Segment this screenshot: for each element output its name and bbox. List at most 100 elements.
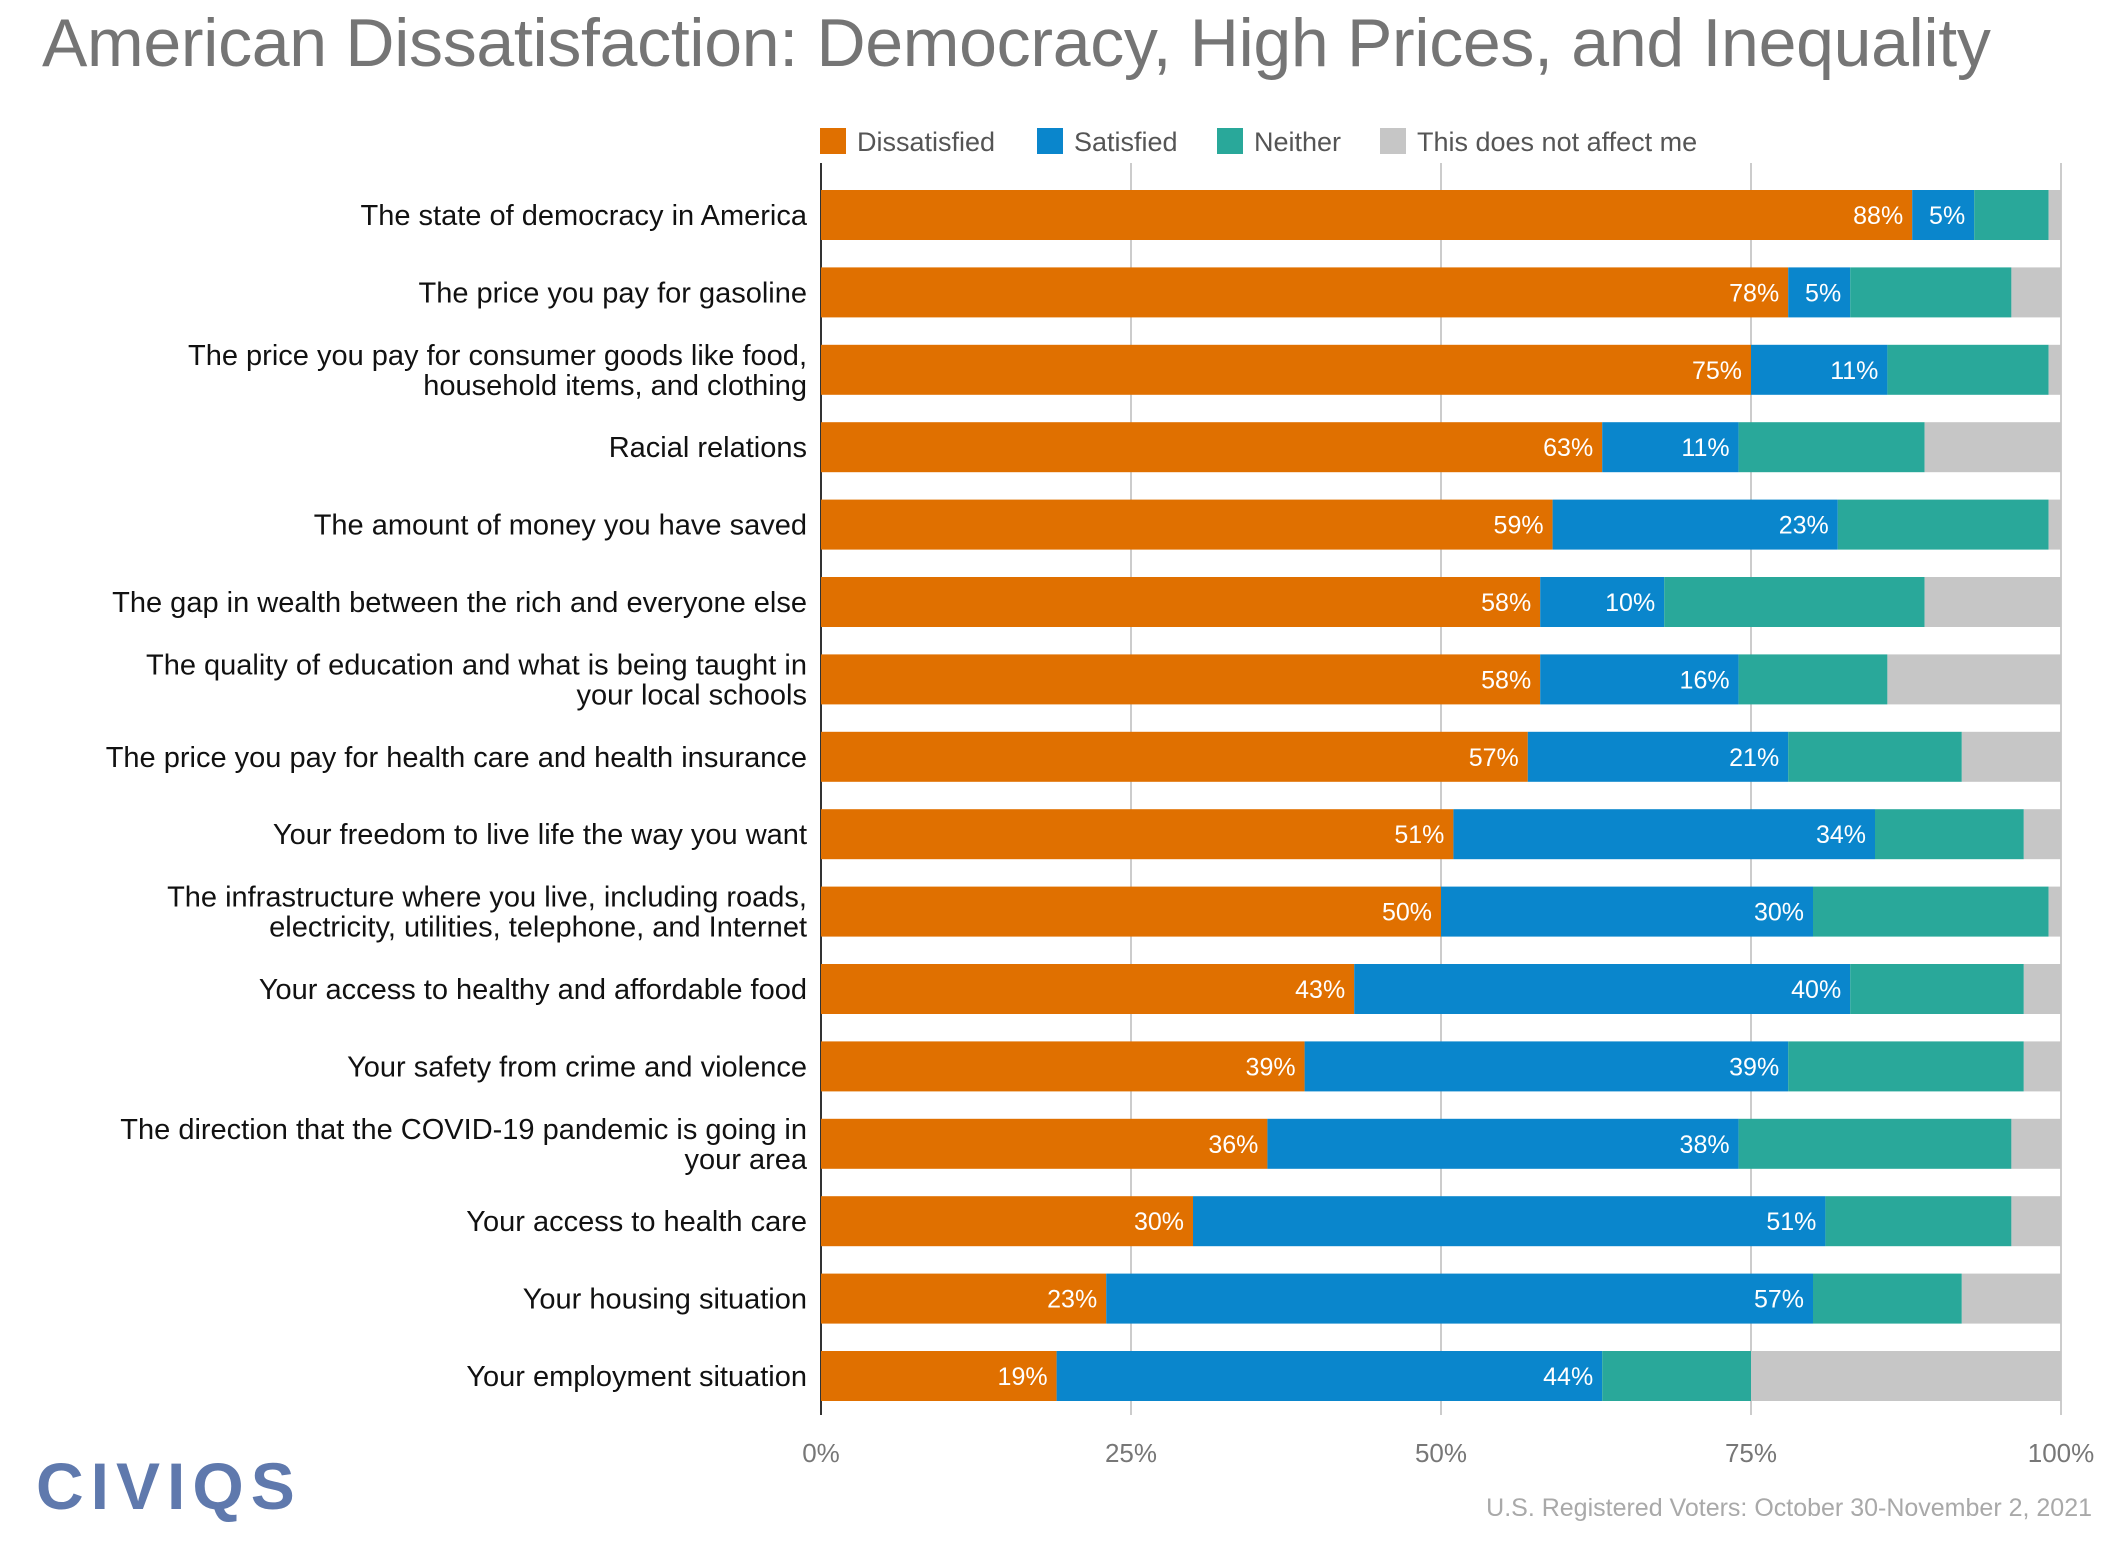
category-labels: The state of democracy in America The pri…	[106, 200, 808, 1393]
bar-this-does-not-affect-me-0	[2048, 190, 2061, 240]
category-label-15: Your employment situation	[466, 1361, 807, 1393]
legend-label-dissatisfied: Dissatisfied	[857, 127, 995, 157]
bar-satisfied-12	[1267, 1118, 1739, 1169]
bar-neither-7	[1788, 731, 1962, 782]
legend-label-this-does-not-affect-me: This does not affect me	[1417, 127, 1697, 157]
bar-neither-2	[1887, 344, 2049, 395]
bar-label-dissatisfied-12: 36%	[1208, 1131, 1258, 1159]
bar-dissatisfied-4	[821, 499, 1553, 550]
category-label-line: electricity, utilities, telephone, and I…	[269, 912, 807, 944]
bar-label-dissatisfied-11: 39%	[1246, 1053, 1296, 1081]
bar-this-does-not-affect-me-5	[1924, 577, 2061, 627]
bar-dissatisfied-10	[821, 964, 1355, 1014]
legend: Dissatisfied Satisfied Neither This does no…	[820, 127, 1697, 157]
bar-this-does-not-affect-me-11	[2023, 1041, 2061, 1092]
bar-dissatisfied-13	[821, 1196, 1193, 1247]
bar-this-does-not-affect-me-4	[2048, 499, 2061, 550]
category-label-line: The quality of education and what is bei…	[146, 649, 807, 681]
bar-label-satisfied-7: 21%	[1729, 744, 1779, 772]
category-label-line: Your access to healthy and affordable fo…	[259, 974, 807, 1006]
bar-dissatisfied-1	[821, 267, 1789, 318]
bar-label-dissatisfied-7: 57%	[1469, 744, 1519, 772]
bar-this-does-not-affect-me-13	[2011, 1196, 2061, 1247]
category-label-line: Your access to health care	[466, 1206, 807, 1238]
bar-dissatisfied-12	[821, 1118, 1268, 1169]
category-label-7: The price you pay for health care and he…	[106, 742, 807, 774]
bar-label-satisfied-5: 10%	[1605, 589, 1655, 617]
bar-neither-15	[1602, 1351, 1751, 1401]
legend-swatch-this-does-not-affect-me	[1380, 128, 1406, 154]
category-label-11: Your safety from crime and violence	[347, 1051, 807, 1083]
chart-title: American Dissatisfaction: Democracy, Hig…	[42, 5, 1991, 81]
category-label-3: Racial relations	[609, 432, 807, 464]
bar-this-does-not-affect-me-8	[2023, 809, 2061, 860]
bar-label-satisfied-10: 40%	[1791, 976, 1841, 1004]
bar-label-dissatisfied-5: 58%	[1481, 589, 1531, 617]
bar-satisfied-14	[1106, 1273, 1813, 1324]
category-label-9: The infrastructure where you live, inclu…	[167, 882, 807, 944]
category-label-line: Your freedom to live life the way you wa…	[273, 819, 807, 851]
bar-label-satisfied-3: 11%	[1681, 434, 1729, 462]
bar-satisfied-2	[1751, 344, 1888, 395]
x-axis-ticks: 0% 25% 50% 75% 100%	[802, 1438, 2094, 1468]
x-tick-label-50: 50%	[1415, 1438, 1467, 1468]
bar-neither-6	[1738, 654, 1888, 705]
bar-dissatisfied-2	[821, 344, 1751, 395]
bar-label-satisfied-15: 44%	[1543, 1363, 1593, 1391]
bar-label-dissatisfied-13: 30%	[1134, 1208, 1184, 1236]
bar-dissatisfied-5	[821, 577, 1541, 627]
bar-dissatisfied-8	[821, 809, 1454, 860]
x-tick-label-25: 25%	[1105, 1438, 1157, 1468]
bar-satisfied-9	[1441, 886, 1813, 937]
category-label-10: Your access to healthy and affordable fo…	[259, 974, 807, 1006]
category-label-12: The direction that the COVID-19 pandemic…	[120, 1114, 808, 1176]
bar-dissatisfied-14	[821, 1273, 1107, 1324]
bar-dissatisfied-9	[821, 886, 1441, 937]
legend-swatch-satisfied	[1037, 128, 1063, 154]
bar-satisfied-0	[1912, 190, 1975, 240]
bar-neither-0	[1974, 190, 2049, 240]
category-label-0: The state of democracy in America	[361, 200, 808, 232]
bar-label-dissatisfied-15: 19%	[998, 1363, 1048, 1391]
bar-label-dissatisfied-0: 88%	[1853, 202, 1903, 230]
bar-this-does-not-affect-me-1	[2011, 267, 2061, 318]
x-tick-label-100: 100%	[2028, 1438, 2095, 1468]
bar-label-dissatisfied-4: 59%	[1494, 512, 1544, 540]
bar-label-dissatisfied-3: 63%	[1543, 434, 1593, 462]
category-label-line: Your employment situation	[466, 1361, 807, 1393]
bar-satisfied-6	[1540, 654, 1739, 705]
category-label-8: Your freedom to live life the way you wa…	[273, 819, 807, 851]
bar-satisfied-7	[1527, 731, 1789, 782]
category-label-line: The price you pay for gasoline	[419, 277, 808, 309]
bar-neither-13	[1825, 1196, 2012, 1247]
bar-label-dissatisfied-10: 43%	[1295, 976, 1345, 1004]
bar-label-satisfied-12: 38%	[1680, 1131, 1730, 1159]
bar-dissatisfied-11	[821, 1041, 1305, 1092]
bar-label-satisfied-1: 5%	[1805, 279, 1841, 307]
bar-this-does-not-affect-me-12	[2011, 1118, 2061, 1169]
bar-label-dissatisfied-1: 78%	[1729, 279, 1779, 307]
bar-satisfied-3	[1602, 422, 1739, 473]
bar-neither-5	[1664, 577, 1925, 627]
bar-neither-14	[1813, 1273, 1962, 1324]
category-label-1: The price you pay for gasoline	[419, 277, 808, 309]
x-tick-label-75: 75%	[1725, 1438, 1777, 1468]
bar-neither-9	[1813, 886, 2049, 937]
category-label-6: The quality of education and what is bei…	[146, 649, 807, 711]
category-label-line: The state of democracy in America	[361, 200, 808, 232]
bar-this-does-not-affect-me-10	[2023, 964, 2061, 1014]
bar-this-does-not-affect-me-3	[1924, 422, 2061, 473]
category-label-4: The amount of money you have saved	[314, 510, 807, 542]
bar-label-satisfied-9: 30%	[1754, 899, 1804, 927]
bar-this-does-not-affect-me-6	[1887, 654, 2061, 705]
source-note: U.S. Registered Voters: October 30-Novem…	[1486, 1494, 2092, 1522]
bar-dissatisfied-0	[821, 190, 1913, 240]
bar-label-dissatisfied-9: 50%	[1382, 899, 1432, 927]
bar-label-satisfied-8: 34%	[1816, 821, 1866, 849]
category-label-5: The gap in wealth between the rich and e…	[112, 587, 807, 619]
bar-dissatisfied-15	[821, 1351, 1057, 1401]
category-label-line: Racial relations	[609, 432, 807, 464]
category-label-line: The price you pay for health care and he…	[106, 742, 807, 774]
category-label-line: The infrastructure where you live, inclu…	[167, 882, 807, 914]
